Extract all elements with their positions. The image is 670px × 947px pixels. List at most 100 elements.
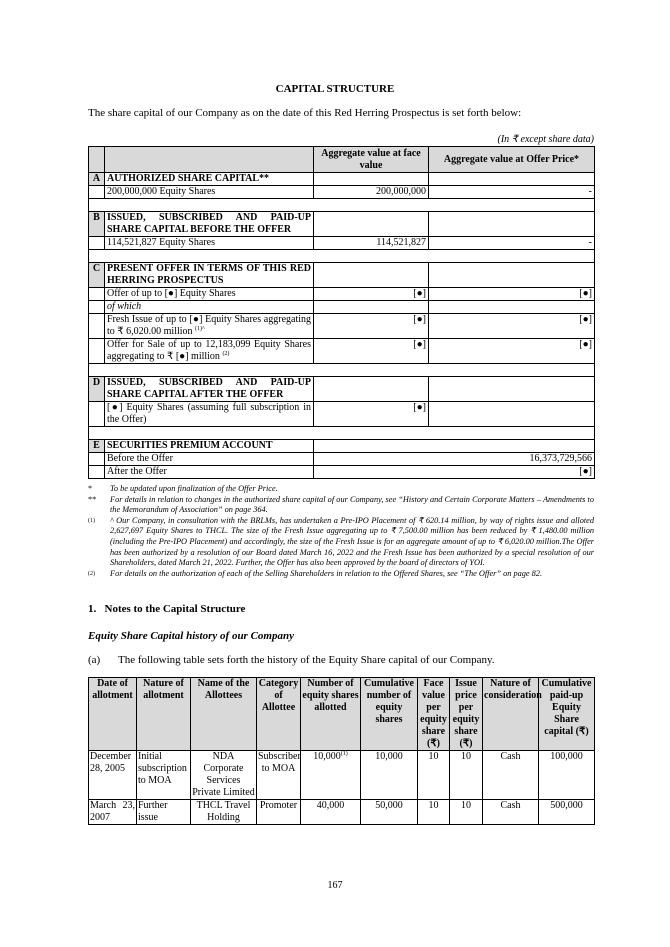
table-header-row: Date of allotment Nature of allotment Na… <box>88 677 595 751</box>
units-note: (In ₹ except share data) <box>497 134 594 145</box>
cell-category: Subscriber to MOA <box>256 750 301 800</box>
section-letter: E <box>88 439 105 453</box>
column-header: Face value per equity share (₹) <box>417 677 450 751</box>
cell-issue: 10 <box>449 799 483 825</box>
history-heading: Equity Share Capital history of our Comp… <box>88 630 294 642</box>
page-title: CAPITAL STRUCTURE <box>275 83 395 95</box>
premium-value: [●] <box>313 465 595 479</box>
premium-value: 16,373,729,566 <box>313 452 595 466</box>
paragraph-a: (a) The following table sets forth the hi… <box>88 654 495 666</box>
section-letter: A <box>88 172 105 186</box>
footnote-mark: (1) <box>88 517 95 524</box>
capital-structure-table: Aggregate value at face value Aggregate v… <box>88 146 595 479</box>
header-offer-price: Aggregate value at Offer Price* <box>428 146 595 173</box>
face-value: 114,521,827 <box>313 236 429 250</box>
section-e: E SECURITIES PREMIUM ACCOUNT <box>88 439 595 453</box>
face-value: [●] <box>313 313 429 339</box>
page-number: 167 <box>327 880 343 891</box>
cell-allottees: NDA Corporate Services Private Limited <box>190 750 257 800</box>
table-row: March 23, 2007 Further issue THCL Travel… <box>88 799 595 825</box>
footnote-mark: ** <box>88 494 97 504</box>
footnote-ref: (1) <box>340 751 348 757</box>
face-value: [●] <box>313 287 429 301</box>
header-face-value: Aggregate value at face value <box>313 146 429 173</box>
table-row: After the Offer [●] <box>88 465 595 479</box>
column-header: Name of the Allottees <box>190 677 257 751</box>
section-letter: C <box>88 262 105 288</box>
cell-face: 10 <box>417 799 450 825</box>
cell-capital: 500,000 <box>538 799 595 825</box>
para-text: The following table sets forth the histo… <box>118 654 495 666</box>
table-row: Offer for Sale of up to 12,183,099 Equit… <box>88 338 595 364</box>
row-desc: [●] Equity Shares (assuming full subscri… <box>104 401 314 427</box>
section-heading: ISSUED, SUBSCRIBED AND PAID-UP SHARE CAP… <box>104 376 314 402</box>
table-row: [●] Equity Shares (assuming full subscri… <box>88 401 595 427</box>
section-heading: SECURITIES PREMIUM ACCOUNT <box>104 439 314 453</box>
table-row: Offer of up to [●] Equity Shares [●] [●] <box>88 287 595 301</box>
section-d: D ISSUED, SUBSCRIBED AND PAID-UP SHARE CA… <box>88 376 595 402</box>
footnote-text: For details in relation to changes in th… <box>110 494 594 515</box>
footnote-mark: (2) <box>88 570 95 577</box>
section-letter: D <box>88 376 105 402</box>
footnote: (2) For details on the authorization of e… <box>88 569 594 580</box>
offer-value: [●] <box>428 338 595 364</box>
cell-consideration: Cash <box>482 750 539 800</box>
footnotes: * To be updated upon finalization of the … <box>88 484 594 579</box>
face-value: 200,000,000 <box>313 185 429 199</box>
cell-category: Promoter <box>256 799 301 825</box>
cell-face: 10 <box>417 750 450 800</box>
column-header: Number of equity shares allotted <box>300 677 361 751</box>
column-header: Category of Allottee <box>256 677 301 751</box>
offer-value: - <box>428 236 595 250</box>
row-desc: Fresh Issue of up to [●] Equity Shares a… <box>107 314 311 337</box>
offer-value: [●] <box>428 287 595 301</box>
cell-consideration: Cash <box>482 799 539 825</box>
footnote-text: For details on the authorization of each… <box>110 568 543 578</box>
footnote-ref: (1)^ <box>195 326 205 332</box>
cell-allottees: THCL Travel Holding <box>190 799 257 825</box>
face-value: [●] <box>313 401 429 427</box>
section-c: C PRESENT OFFER IN TERMS OF THIS RED HERR… <box>88 262 595 288</box>
notes-heading: 1. Notes to the Capital Structure <box>88 603 246 615</box>
cell-date: December 28, 2005 <box>88 750 137 800</box>
footnote-text: ^ Our Company, in consultation with the … <box>110 515 594 568</box>
section-b: B ISSUED, SUBSCRIBED AND PAID-UP SHARE CA… <box>88 211 595 237</box>
cell-shares: 10,000 <box>313 751 341 762</box>
table-row: 200,000,000 Equity Shares 200,000,000- <box>88 185 595 199</box>
column-header: Nature of allotment <box>136 677 191 751</box>
footnote: * To be updated upon finalization of the … <box>88 484 594 495</box>
table-row: of which <box>88 300 595 314</box>
column-header: Nature of consideration <box>482 677 542 751</box>
section-a: A AUTHORIZED SHARE CAPITAL** <box>88 172 595 186</box>
section-heading: AUTHORIZED SHARE CAPITAL** <box>104 172 314 186</box>
table-row: 114,521,827 Equity Shares 114,521,827- <box>88 236 595 250</box>
table-row: December 28, 2005 Initial subscription t… <box>88 750 595 800</box>
footnote-mark: * <box>88 484 93 493</box>
offer-value: - <box>428 185 595 199</box>
equity-history-table: Date of allotment Nature of allotment Na… <box>88 677 595 825</box>
cell-cumulative: 10,000 <box>360 750 418 800</box>
row-desc: 114,521,827 Equity Shares <box>104 236 314 250</box>
column-header: Cumulative paid-up Equity Share capital … <box>538 677 595 751</box>
footnote-text: To be updated upon finalization of the O… <box>110 484 278 493</box>
cell-nature: Further issue <box>136 799 191 825</box>
table-row: Before the Offer 16,373,729,566 <box>88 452 595 466</box>
section-heading: ISSUED, SUBSCRIBED AND PAID-UP SHARE CAP… <box>104 211 314 237</box>
row-desc: Offer of up to [●] Equity Shares <box>104 287 314 301</box>
column-header: Cumulative number of equity shares <box>360 677 418 751</box>
footnote-ref: (2) <box>222 351 230 357</box>
footnote: ** For details in relation to changes in … <box>88 495 594 516</box>
cell-cumulative: 50,000 <box>360 799 418 825</box>
row-desc: Offer for Sale of up to 12,183,099 Equit… <box>107 339 311 362</box>
section-heading: PRESENT OFFER IN TERMS OF THIS RED HERRI… <box>104 262 314 288</box>
intro-text: The share capital of our Company as on t… <box>88 107 522 119</box>
column-header: Date of allotment <box>88 677 137 751</box>
table-header-row: Aggregate value at face value Aggregate v… <box>88 146 595 173</box>
section-letter: B <box>88 211 105 237</box>
column-header: Issue price per equity share (₹) <box>449 677 483 751</box>
para-label: (a) <box>88 654 101 666</box>
cell-issue: 10 <box>449 750 483 800</box>
face-value: [●] <box>313 338 429 364</box>
cell-capital: 100,000 <box>538 750 595 800</box>
row-desc: Before the Offer <box>104 452 314 466</box>
